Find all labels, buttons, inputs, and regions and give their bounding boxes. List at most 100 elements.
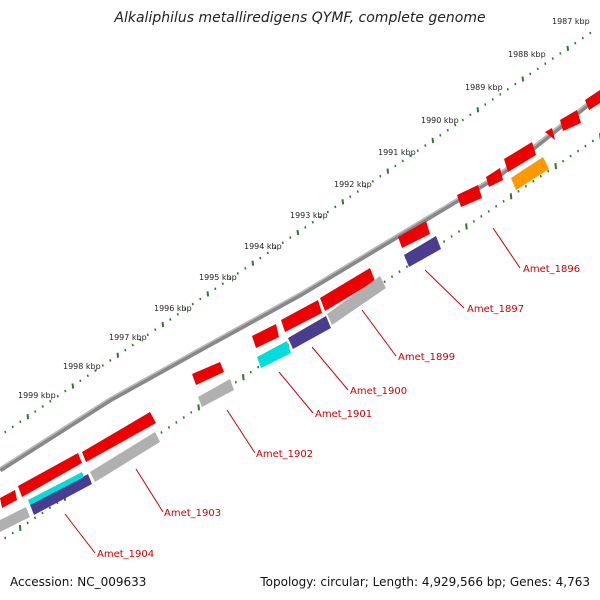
minor-scale-tick xyxy=(424,144,427,147)
minor-scale-tick xyxy=(416,149,419,152)
minor-inner-tick xyxy=(167,426,170,429)
major-scale-tick xyxy=(251,260,255,266)
minor-scale-tick xyxy=(581,36,584,40)
major-scale-tick xyxy=(116,352,120,358)
gene-feature xyxy=(18,453,82,497)
scale-label: 1990 kbp xyxy=(421,116,459,125)
minor-scale-tick xyxy=(454,123,457,127)
minor-scale-tick xyxy=(394,164,397,168)
major-scale-tick xyxy=(431,137,435,144)
gene-label-amet-1900: Amet_1900 xyxy=(350,386,407,397)
gene-feature xyxy=(281,300,322,332)
minor-inner-tick xyxy=(584,144,587,148)
minor-scale-tick xyxy=(514,82,517,86)
minor-scale-tick xyxy=(266,251,269,255)
gene-feature xyxy=(192,362,224,385)
minor-scale-tick xyxy=(191,302,194,306)
label-leaders xyxy=(64,227,521,554)
major-inner-tick xyxy=(509,193,513,200)
gene-feature xyxy=(0,490,17,508)
minor-inner-tick xyxy=(383,280,386,284)
gene-label-amet-1901: Amet_1901 xyxy=(315,409,372,420)
gene-feature xyxy=(30,474,92,515)
gene-feature xyxy=(82,412,156,462)
minor-scale-tick xyxy=(319,215,322,219)
minor-inner-tick xyxy=(502,200,505,203)
gene-feature xyxy=(545,128,555,140)
minor-scale-tick xyxy=(461,118,464,122)
minor-scale-tick xyxy=(229,277,232,280)
leader-amet-1900 xyxy=(311,346,349,391)
gene-feature xyxy=(288,316,331,349)
minor-scale-tick xyxy=(109,359,112,362)
minor-scale-tick xyxy=(56,394,59,398)
major-scale-tick xyxy=(206,291,210,297)
minor-inner-tick xyxy=(524,184,527,188)
gene-feature xyxy=(320,268,375,311)
scale-label: 1988 kbp xyxy=(508,50,546,59)
gene-feature xyxy=(486,168,503,187)
gene-feature xyxy=(257,341,291,368)
scale-label: 1987 kbp xyxy=(552,17,590,26)
gene-label-amet-1903: Amet_1903 xyxy=(164,508,221,519)
scale-label: 1989 kbp xyxy=(465,83,503,92)
minor-scale-tick xyxy=(356,190,359,193)
major-scale-tick xyxy=(341,199,345,205)
major-scale-tick xyxy=(566,45,570,51)
gene-label-amet-1904: Amet_1904 xyxy=(97,549,154,560)
gene-feature xyxy=(0,507,30,532)
minor-inner-tick xyxy=(562,159,565,163)
scale-label: 1992 kbp xyxy=(334,180,372,189)
major-scale-tick xyxy=(386,168,390,174)
minor-scale-tick xyxy=(574,41,577,45)
minor-inner-tick xyxy=(4,536,7,540)
minor-scale-tick xyxy=(101,364,104,367)
minor-scale-tick xyxy=(131,343,134,347)
gene-feature xyxy=(404,236,441,267)
scale-labels: 1987 kbp 1988 kbp 1989 kbp 1990 kbp 1991 kbp… xyxy=(18,17,590,400)
minor-inner-tick xyxy=(487,210,490,213)
gene-feature xyxy=(198,379,234,407)
minor-scale-tick xyxy=(259,256,262,260)
major-scale-tick xyxy=(521,76,525,82)
gene-label-amet-1897: Amet_1897 xyxy=(467,304,524,315)
leader-amet-1903 xyxy=(135,468,164,513)
gene-label-amet-1899: Amet_1899 xyxy=(398,352,455,363)
gene-feature xyxy=(560,110,581,131)
minor-inner-tick xyxy=(450,235,453,238)
minor-scale-tick xyxy=(446,128,449,132)
minor-scale-tick xyxy=(499,93,502,96)
minor-inner-tick xyxy=(405,265,408,268)
gene-feature xyxy=(504,142,536,172)
minor-scale-tick xyxy=(41,405,44,408)
gene-feature xyxy=(511,157,549,190)
minor-scale-tick xyxy=(379,174,382,178)
gene-feature xyxy=(398,221,430,248)
minor-scale-tick xyxy=(491,98,494,101)
minor-inner-tick xyxy=(390,275,394,279)
minor-scale-tick xyxy=(559,52,562,55)
genome-summary-text: Topology: circular; Length: 4,929,566 bp… xyxy=(259,575,590,589)
minor-scale-tick xyxy=(19,420,22,424)
minor-inner-tick xyxy=(457,230,461,233)
leader-amet-1899 xyxy=(361,309,397,357)
minor-inner-tick xyxy=(547,169,550,173)
minor-scale-tick xyxy=(334,205,337,209)
major-scale-tick xyxy=(161,321,165,328)
scale-label: 1998 kbp xyxy=(63,362,101,371)
minor-scale-tick xyxy=(371,180,374,183)
minor-scale-tick xyxy=(49,399,52,403)
minor-inner-tick xyxy=(569,154,572,158)
leader-amet-1901 xyxy=(278,371,314,414)
minor-scale-tick xyxy=(169,318,172,321)
minor-inner-tick xyxy=(539,174,542,178)
gene-feature xyxy=(90,432,160,482)
minor-scale-tick xyxy=(311,220,314,224)
accession-text: Accession: NC_009633 xyxy=(10,575,146,589)
map-title: Alkaliphilus metalliredigens QYMF, compl… xyxy=(113,10,485,26)
minor-scale-tick xyxy=(469,113,472,117)
minor-scale-tick xyxy=(484,103,487,106)
minor-inner-tick xyxy=(517,189,520,193)
